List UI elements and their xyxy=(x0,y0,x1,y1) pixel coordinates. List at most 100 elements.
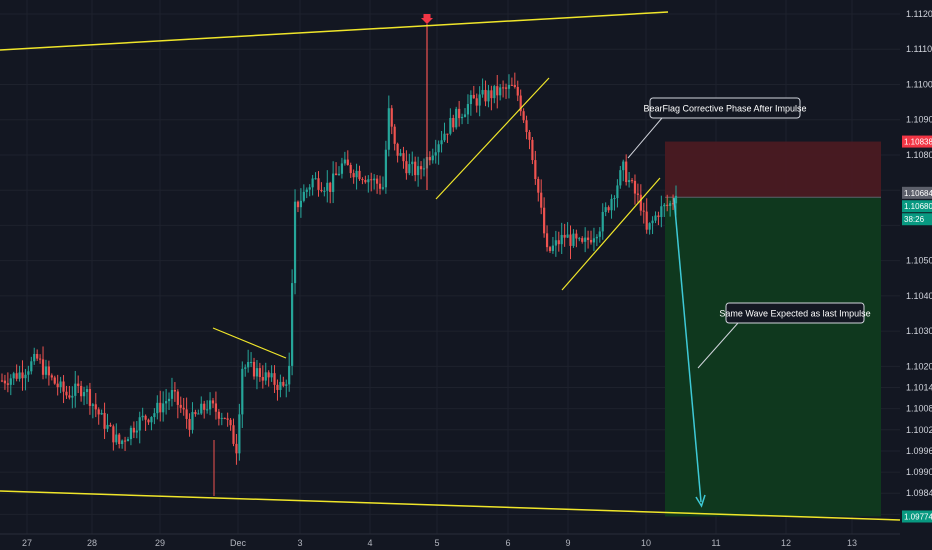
candle-body xyxy=(472,94,475,99)
candle-body xyxy=(38,358,42,360)
candle-body xyxy=(112,426,115,443)
candle-body xyxy=(393,126,396,144)
candle-body xyxy=(557,240,560,245)
candle-body xyxy=(59,381,62,388)
candle-body xyxy=(223,417,226,419)
candle-body xyxy=(109,424,112,427)
price-axis[interactable]: 1.11200 1.11100 1.11000 1.10900 1.10800 1.105… xyxy=(900,0,932,550)
candle-body xyxy=(364,179,367,183)
take-profit-zone xyxy=(665,197,881,517)
candle-body xyxy=(214,403,218,412)
candle-body xyxy=(85,389,89,393)
candle-body xyxy=(522,111,525,121)
candle-body xyxy=(651,220,654,224)
candle-body xyxy=(138,417,141,431)
candle-body xyxy=(279,381,282,390)
candle-body xyxy=(452,117,455,128)
candle-body xyxy=(244,367,247,369)
candle-body xyxy=(179,404,182,408)
candle-body xyxy=(387,108,390,150)
candle-body xyxy=(320,189,323,192)
candle-body xyxy=(384,149,387,188)
candle-body xyxy=(516,86,519,96)
candle-body xyxy=(446,133,449,135)
candle-body xyxy=(326,182,329,191)
bearflag-note-pointer xyxy=(627,117,663,159)
candle-body xyxy=(622,161,625,171)
candle-body xyxy=(12,373,15,379)
time-axis[interactable]: 27 28 29 Dec 3 4 5 6 9 10 11 12 13 xyxy=(0,533,900,548)
time-tick-label: 11 xyxy=(711,538,720,548)
candle-body xyxy=(106,424,109,429)
candle-body xyxy=(176,391,179,405)
candle-body xyxy=(329,182,332,192)
candle-body xyxy=(36,353,39,359)
candle-body xyxy=(463,114,467,117)
candle-body xyxy=(493,86,496,99)
candle-body xyxy=(261,376,264,381)
candle-body xyxy=(601,212,604,232)
candle-body xyxy=(182,407,185,410)
price-tick-label: 1.09840 xyxy=(906,488,932,498)
candle-body xyxy=(249,361,253,363)
candle-body xyxy=(654,215,657,221)
candle-body xyxy=(24,374,27,379)
candle-body xyxy=(586,237,590,240)
candle-body xyxy=(276,384,279,390)
candle-body xyxy=(381,187,385,189)
candle-body xyxy=(273,373,276,385)
candle-body xyxy=(293,201,297,284)
candle-body xyxy=(91,404,94,406)
candle-body xyxy=(302,191,305,201)
candle-body xyxy=(56,383,59,388)
candle-body xyxy=(487,90,490,102)
candle-body xyxy=(18,372,21,379)
candle-body xyxy=(572,233,575,246)
candle-body xyxy=(434,152,437,156)
entry-price-badge-text: 1.10680 xyxy=(904,202,932,211)
bearflag-note-box xyxy=(649,97,801,119)
candle-body xyxy=(173,390,176,392)
candle-body xyxy=(540,192,543,208)
stop-price-badge-text: 1.10838 xyxy=(904,138,932,147)
candle-body xyxy=(645,211,648,230)
candle-body xyxy=(167,398,171,402)
candle-body xyxy=(370,179,373,181)
candle-body xyxy=(355,170,358,178)
bearflag-note-text: BearFlag Corrective Phase After Impulse xyxy=(643,104,806,114)
stop-loss-zone xyxy=(665,141,881,198)
candle-body xyxy=(513,85,516,87)
candle-body xyxy=(270,373,273,378)
candle-body xyxy=(299,200,303,208)
annotations: BearFlag Corrective Phase After Impulse S… xyxy=(627,97,871,369)
candle-body xyxy=(510,84,513,86)
candle-body xyxy=(545,233,549,248)
candle-body xyxy=(575,233,578,239)
candle-body xyxy=(414,161,417,176)
candle-body xyxy=(431,155,434,161)
candle-body xyxy=(208,400,212,410)
rising-wedge-line-1 xyxy=(435,77,550,200)
projection-line xyxy=(673,197,702,503)
price-tick-label: 1.10900 xyxy=(906,115,932,125)
time-tick-label: 29 xyxy=(155,538,165,548)
candle-body xyxy=(478,94,481,106)
stop-price-badge xyxy=(902,135,932,148)
price-tick-label: 1.10140 xyxy=(906,383,932,393)
candle-body xyxy=(578,238,581,240)
candle-body xyxy=(247,362,250,368)
candle-body xyxy=(504,87,508,89)
arrow-head-icon xyxy=(695,494,706,508)
candle-body xyxy=(258,368,261,377)
candle-body xyxy=(375,178,379,184)
candle-body xyxy=(346,159,349,165)
price-tick-label: 1.11100 xyxy=(906,44,932,54)
flag-resistance-line xyxy=(212,327,287,359)
candle-body xyxy=(0,380,4,382)
candle-body xyxy=(660,206,663,218)
candle-body xyxy=(203,403,206,410)
candle-body xyxy=(610,198,613,211)
candle-body xyxy=(616,185,619,199)
candle-body xyxy=(296,201,300,208)
